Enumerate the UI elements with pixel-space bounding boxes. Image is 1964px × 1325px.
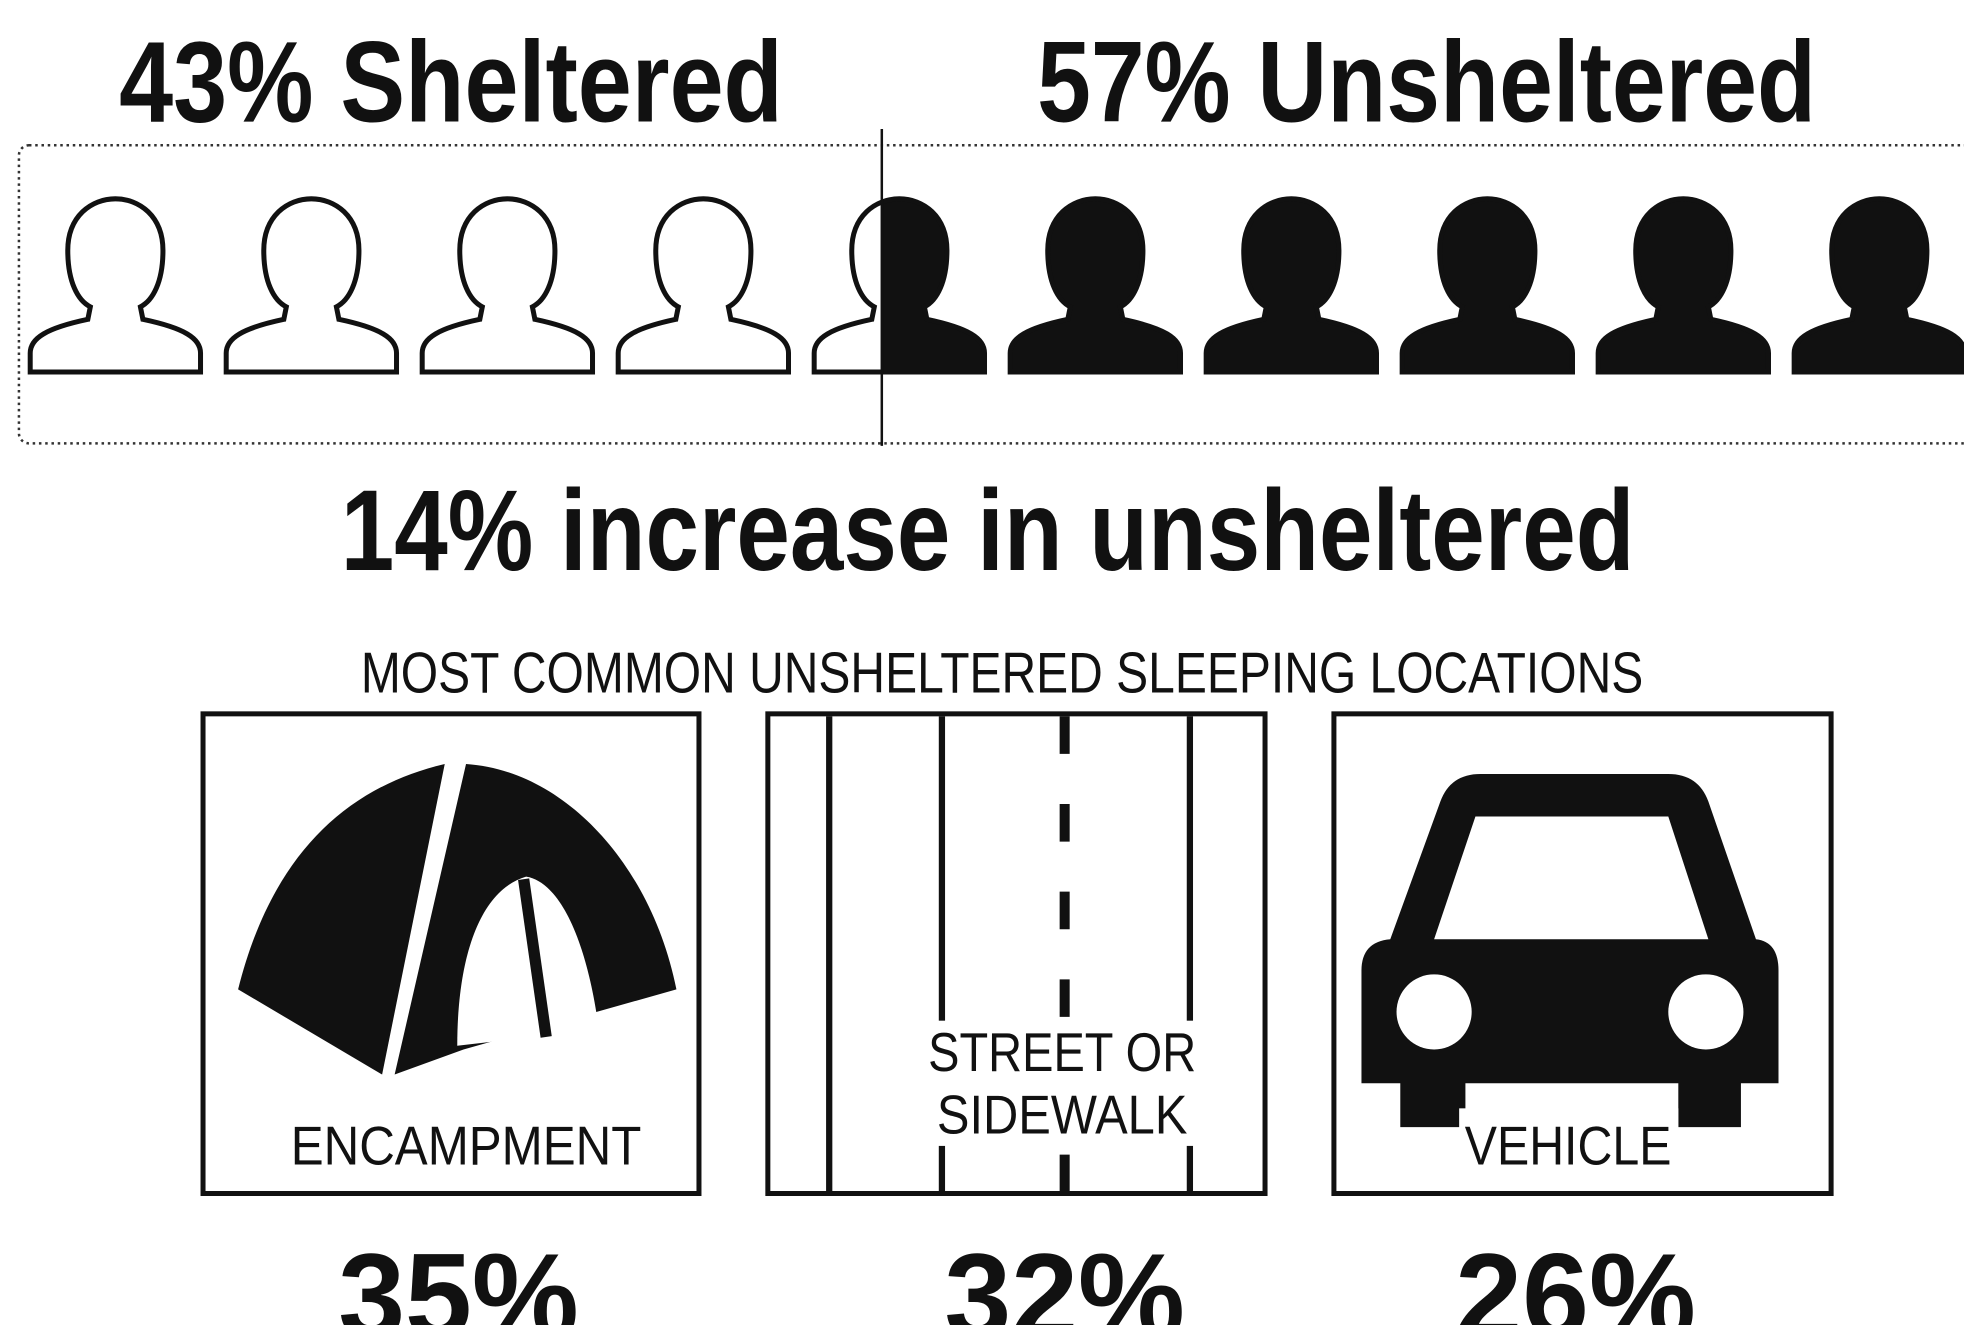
person-icon bbox=[419, 196, 596, 375]
location-label: STREET OR bbox=[928, 1021, 1196, 1083]
person-icon bbox=[811, 199, 882, 375]
location-percent: 26% bbox=[1455, 1230, 1696, 1325]
people-icons bbox=[27, 196, 1964, 375]
location-label: SIDEWALK bbox=[937, 1083, 1188, 1145]
location-label: VEHICLE bbox=[1465, 1115, 1672, 1177]
person-icon bbox=[1399, 196, 1575, 375]
location-percent: 32% bbox=[944, 1230, 1185, 1325]
location-label: ENCAMPMENT bbox=[291, 1115, 642, 1177]
sheltered-heading: 43% Sheltered bbox=[119, 18, 783, 146]
unsheltered-heading: 57% Unsheltered bbox=[1037, 18, 1816, 146]
people-box bbox=[17, 144, 1964, 445]
person-icon bbox=[223, 196, 400, 375]
headline: 14% increase in unsheltered bbox=[341, 467, 1635, 595]
locations-title: MOST COMMON UNSHELTERED SLEEPING LOCATIO… bbox=[361, 642, 1643, 706]
label-bg bbox=[1459, 1108, 1679, 1178]
person-icon bbox=[27, 196, 204, 375]
person-icon bbox=[1791, 196, 1964, 375]
label-bg bbox=[920, 1020, 1209, 1146]
location-percent: 35% bbox=[338, 1230, 579, 1325]
car-icon bbox=[1361, 773, 1779, 1128]
person-icon bbox=[881, 196, 988, 375]
person-icon bbox=[1007, 196, 1184, 375]
person-icon bbox=[1595, 196, 1771, 375]
person-icon bbox=[615, 196, 792, 375]
tent-icon bbox=[238, 763, 677, 1075]
person-icon bbox=[1203, 196, 1379, 375]
